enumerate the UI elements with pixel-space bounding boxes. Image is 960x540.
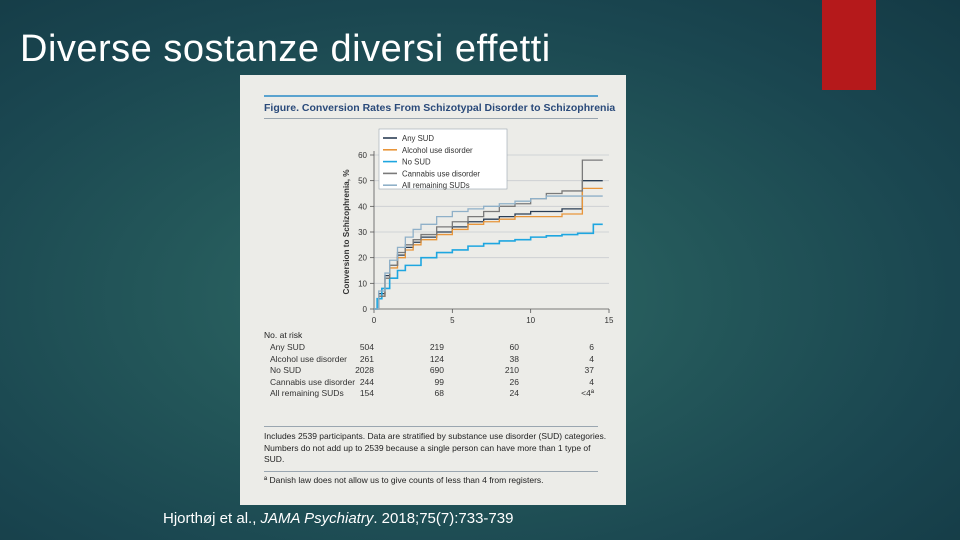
series-line-4 [374, 195, 603, 310]
risk-row-value: 154 [359, 388, 374, 399]
figure-top-rule [264, 95, 598, 97]
figure-title: Figure. Conversion Rates From Schizotypa… [264, 102, 616, 114]
note-rule-bottom [264, 471, 598, 472]
x-tick-label: 0 [372, 316, 377, 325]
citation-journal: JAMA Psychiatry [260, 510, 374, 527]
risk-table: No. at risk Any SUD 504 219 60 6 Alcohol use … [264, 330, 614, 400]
risk-row-value: 4 [589, 376, 594, 387]
figure-note: Includes 2539 participants. Data are str… [264, 431, 607, 465]
slide-title: Diverse sostanze diversi effetti [20, 28, 551, 70]
risk-row-name: Any SUD [270, 342, 305, 352]
legend-label: All remaining SUDs [402, 181, 470, 190]
figure-footnote: ª Danish law does not allow us to give c… [264, 475, 544, 485]
risk-row-value: 124 [429, 353, 444, 364]
risk-row-value: 6 [589, 342, 594, 352]
risk-row-value: 68 [434, 388, 444, 399]
y-tick-label: 10 [358, 279, 367, 288]
y-tick-label: 50 [358, 177, 367, 186]
risk-row-value: 4 [589, 353, 594, 364]
figure-title-rule [264, 118, 598, 119]
legend-box [378, 128, 508, 190]
risk-row: Alcohol use disorder 261 124 38 4 [264, 354, 614, 366]
x-tick-label: 15 [605, 316, 614, 325]
risk-row-value: 26 [509, 376, 519, 387]
note-rule-top [264, 426, 598, 427]
risk-row-value: 244 [359, 376, 374, 387]
accent-bar [822, 0, 876, 90]
y-axis-label: Conversion to Schizophrenia, % [342, 169, 351, 295]
risk-row-name: All remaining SUDs [270, 388, 344, 399]
risk-row: Any SUD 504 219 60 6 [264, 342, 614, 354]
risk-row-value: 219 [429, 342, 444, 352]
citation-details: . 2018;75(7):733-739 [373, 510, 514, 527]
risk-row-value: 38 [509, 353, 519, 364]
risk-row: Cannabis use disorder 244 99 26 4 [264, 377, 614, 389]
y-tick-label: 0 [363, 305, 368, 314]
legend-label: Alcohol use disorder [402, 146, 473, 155]
risk-row-value: 37 [584, 365, 594, 376]
risk-row: All remaining SUDs 154 68 24 <4ª [264, 388, 614, 400]
km-chart: 0102030405060051015Time Since Incident S… [342, 128, 614, 325]
risk-row: No SUD 2028 690 210 37 [264, 365, 614, 377]
risk-row-value: 504 [359, 342, 374, 352]
risk-row-name: No SUD [270, 365, 302, 376]
figure-panel: Figure. Conversion Rates From Schizotypa… [240, 75, 626, 505]
y-tick-label: 30 [358, 228, 367, 237]
risk-row-value: 2028 [355, 365, 374, 376]
citation: Hjorthøj et al., JAMA Psychiatry. 2018;7… [163, 510, 513, 527]
risk-row-name: Cannabis use disorder [270, 376, 356, 387]
x-tick-label: 10 [526, 316, 535, 325]
citation-authors: Hjorthøj et al., [163, 510, 261, 527]
risk-row-value: 99 [434, 376, 444, 387]
y-tick-label: 40 [358, 202, 367, 211]
legend-label: Any SUD [402, 134, 434, 143]
legend-label: No SUD [402, 158, 431, 167]
series-line-3 [374, 159, 603, 310]
risk-row-value: 60 [509, 342, 519, 352]
risk-row-value: <4ª [581, 388, 594, 399]
legend-label: Cannabis use disorder [402, 169, 480, 178]
risk-row-value: 261 [359, 353, 374, 364]
risk-row-value: 210 [504, 365, 519, 376]
y-tick-label: 60 [358, 151, 367, 160]
risk-row-value: 690 [429, 365, 444, 376]
risk-table-title: No. at risk [264, 330, 303, 340]
risk-row-name: Alcohol use disorder [270, 353, 348, 364]
risk-row-value: 24 [509, 388, 519, 399]
x-tick-label: 5 [450, 316, 455, 325]
y-tick-label: 20 [358, 254, 367, 263]
